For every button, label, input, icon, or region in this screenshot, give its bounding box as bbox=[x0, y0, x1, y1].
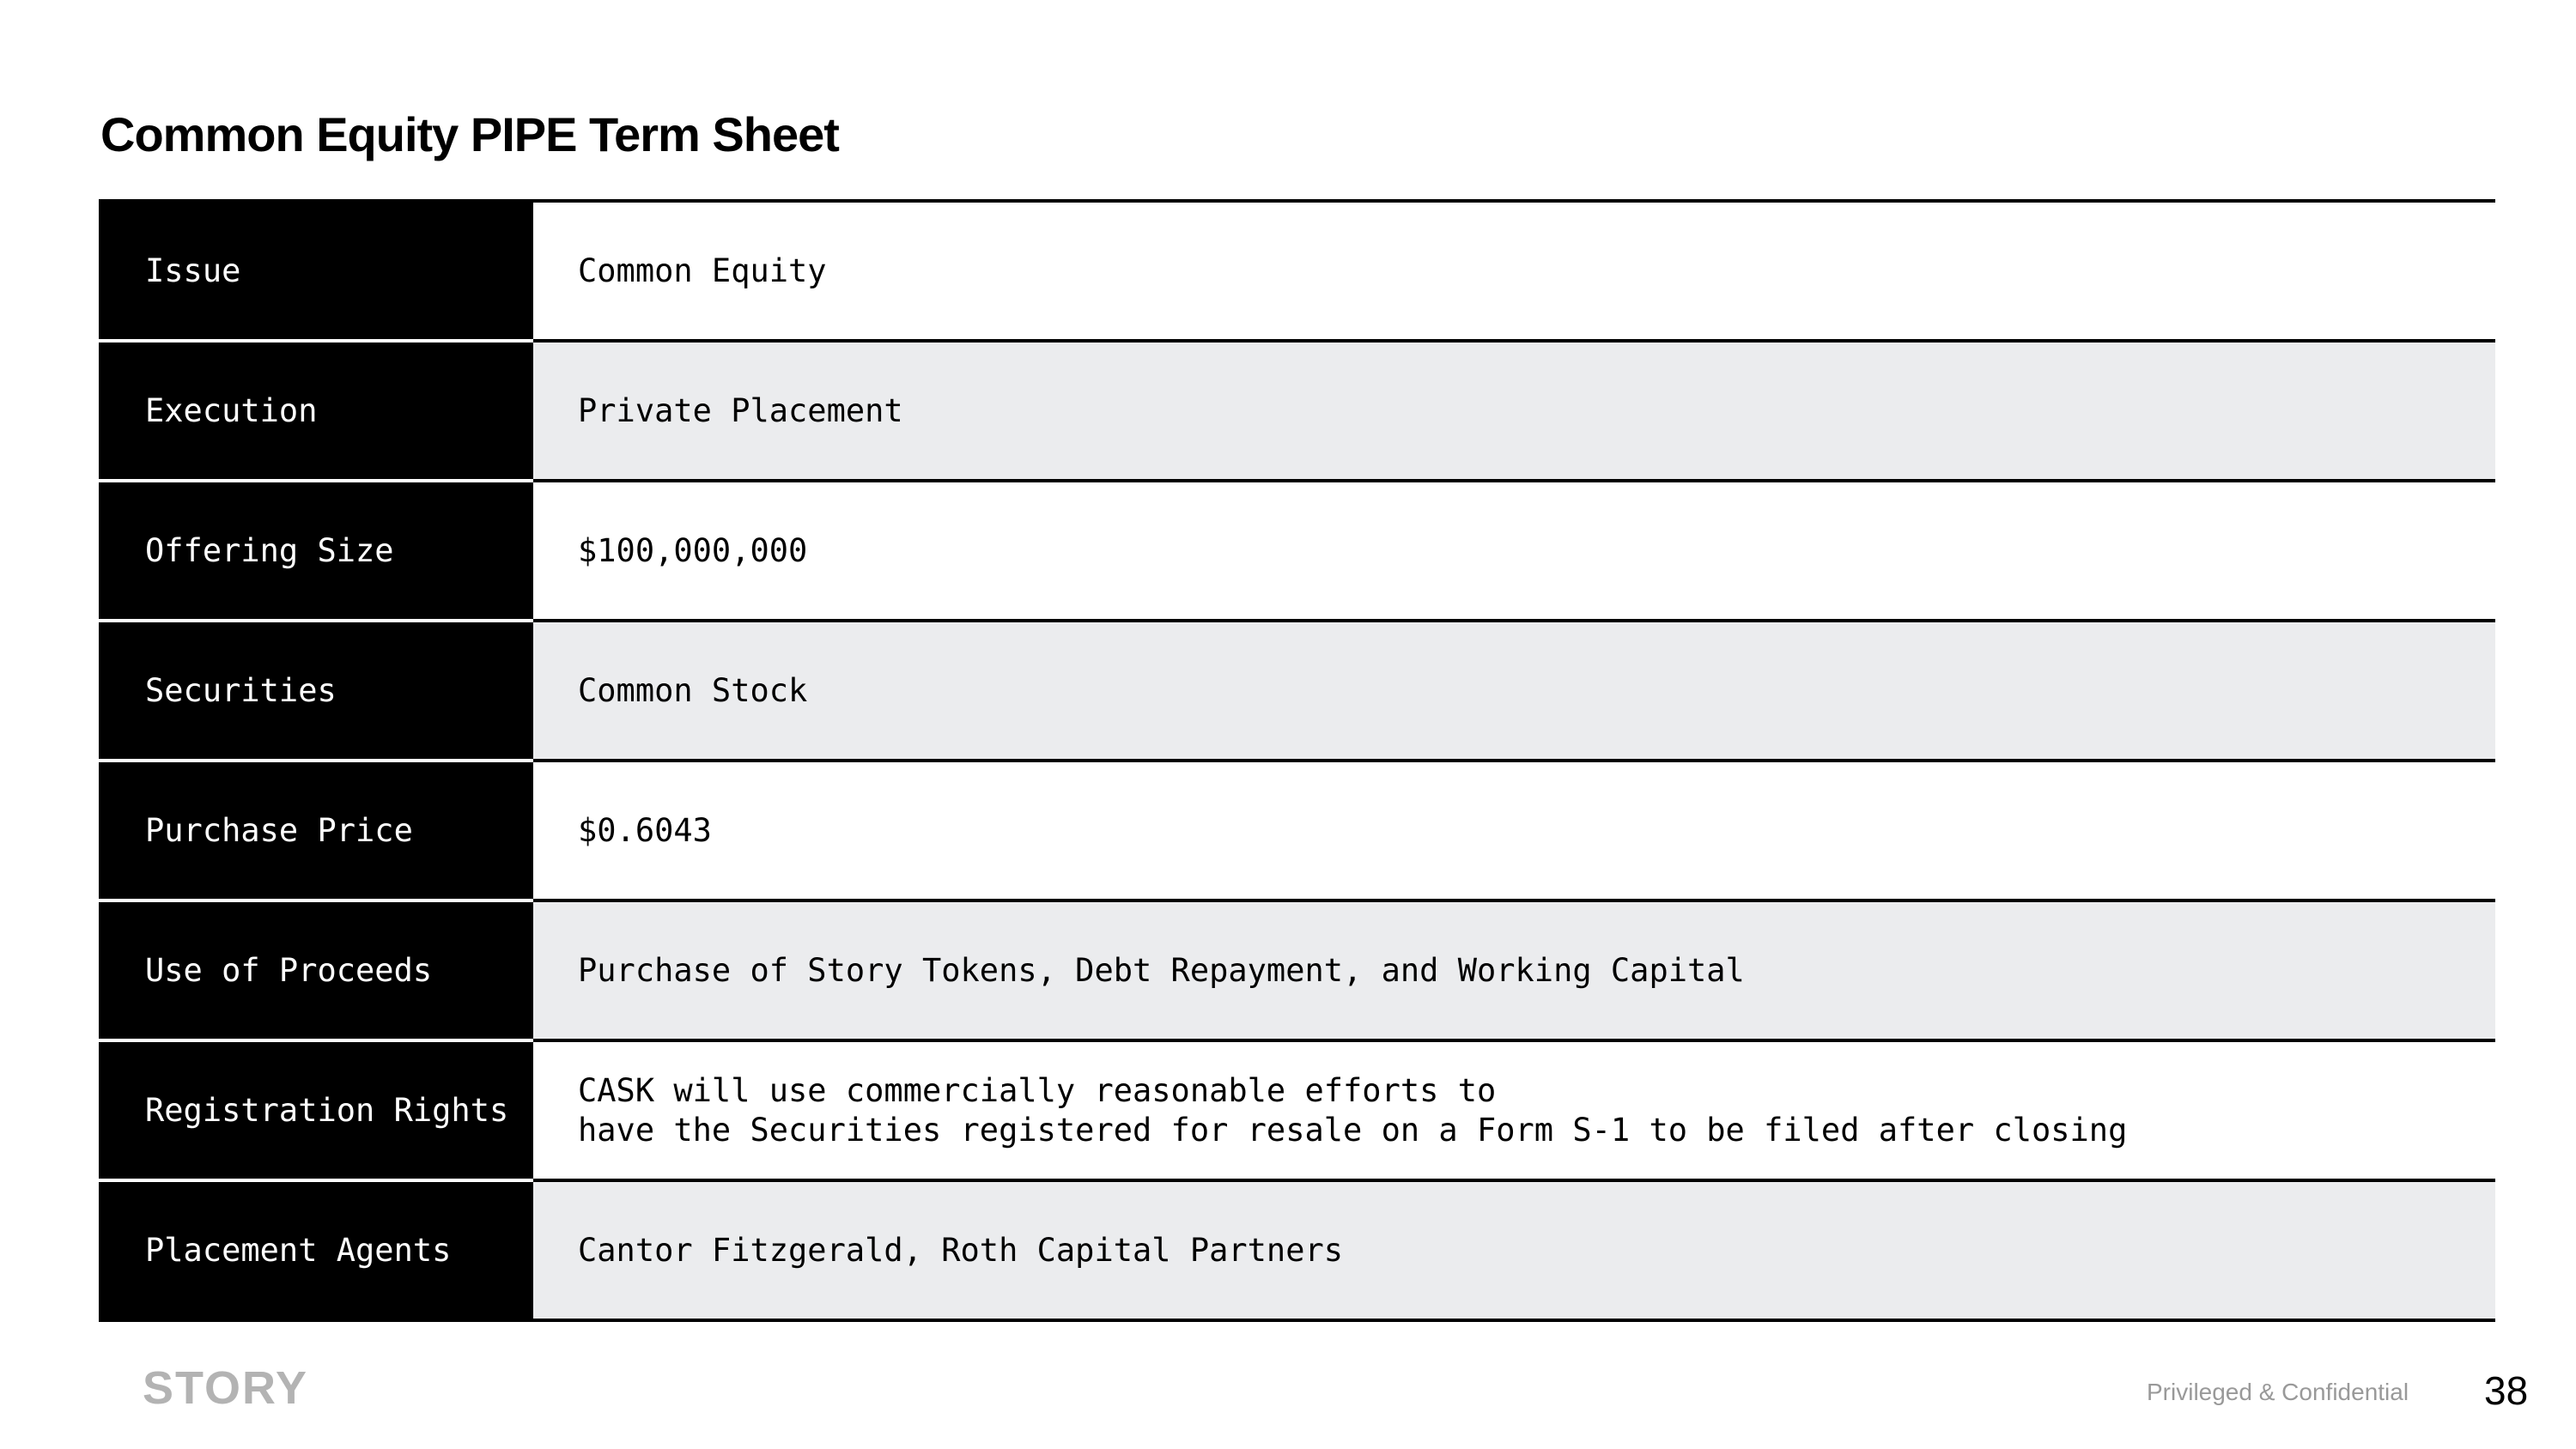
row-label: Purchase Price bbox=[99, 762, 533, 902]
table-row: Registration Rights CASK will use commerc… bbox=[99, 1042, 2495, 1182]
table-row: Issue Common Equity bbox=[99, 203, 2495, 343]
value-line: have the Securities registered for resal… bbox=[578, 1111, 2128, 1149]
row-label: Registration Rights bbox=[99, 1042, 533, 1182]
table-row: Securities Common Stock bbox=[99, 622, 2495, 762]
row-value: CASK will use commercially reasonable ef… bbox=[533, 1042, 2495, 1182]
row-label: Placement Agents bbox=[99, 1182, 533, 1322]
row-value: Cantor Fitzgerald, Roth Capital Partners bbox=[533, 1182, 2495, 1322]
row-label: Use of Proceeds bbox=[99, 902, 533, 1042]
table-row: Offering Size $100,000,000 bbox=[99, 482, 2495, 622]
value-line: Purchase of Story Tokens, Debt Repayment… bbox=[578, 951, 1745, 989]
value-line: CASK will use commercially reasonable ef… bbox=[578, 1071, 1497, 1109]
value-line: $0.6043 bbox=[578, 811, 712, 849]
value-line: Common Equity bbox=[578, 252, 827, 289]
value-line: $100,000,000 bbox=[578, 531, 808, 569]
row-value: $0.6043 bbox=[533, 762, 2495, 902]
row-value: $100,000,000 bbox=[533, 482, 2495, 622]
page-title: Common Equity PIPE Term Sheet bbox=[100, 107, 840, 161]
row-label: Offering Size bbox=[99, 482, 533, 622]
value-line: Cantor Fitzgerald, Roth Capital Partners bbox=[578, 1231, 1344, 1269]
confidential-notice: Privileged & Confidential bbox=[2147, 1379, 2409, 1405]
table-row: Purchase Price $0.6043 bbox=[99, 762, 2495, 902]
row-value: Common Equity bbox=[533, 203, 2495, 343]
value-line: Common Stock bbox=[578, 671, 808, 709]
row-label: Securities bbox=[99, 622, 533, 762]
table-row: Placement Agents Cantor Fitzgerald, Roth … bbox=[99, 1182, 2495, 1322]
row-label: Execution bbox=[99, 343, 533, 482]
value-line: Private Placement bbox=[578, 391, 903, 429]
story-logo: STORY bbox=[143, 1362, 309, 1414]
term-sheet-table: Issue Common Equity Execution Private Place… bbox=[99, 199, 2495, 1322]
table-row: Execution Private Placement bbox=[99, 343, 2495, 482]
table-row: Use of Proceeds Purchase of Story Tokens,… bbox=[99, 902, 2495, 1042]
row-value: Common Stock bbox=[533, 622, 2495, 762]
row-label: Issue bbox=[99, 203, 533, 343]
row-value: Private Placement bbox=[533, 343, 2495, 482]
page-number: 38 bbox=[2484, 1368, 2529, 1413]
row-value: Purchase of Story Tokens, Debt Repayment… bbox=[533, 902, 2495, 1042]
